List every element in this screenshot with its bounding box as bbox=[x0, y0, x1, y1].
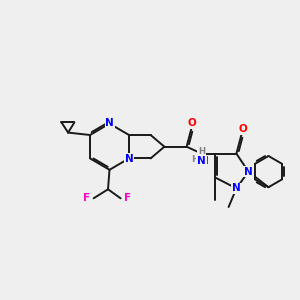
Text: H: H bbox=[191, 155, 199, 164]
Text: F: F bbox=[83, 193, 91, 203]
Text: N: N bbox=[244, 167, 253, 177]
Text: O: O bbox=[187, 118, 196, 128]
Text: N: N bbox=[124, 154, 134, 164]
Text: O: O bbox=[238, 124, 247, 134]
Text: N: N bbox=[105, 118, 114, 128]
Text: F: F bbox=[124, 193, 131, 203]
Text: N: N bbox=[232, 183, 241, 194]
Text: N: N bbox=[197, 155, 206, 166]
Text: N: N bbox=[200, 156, 209, 167]
Text: H: H bbox=[198, 147, 205, 156]
